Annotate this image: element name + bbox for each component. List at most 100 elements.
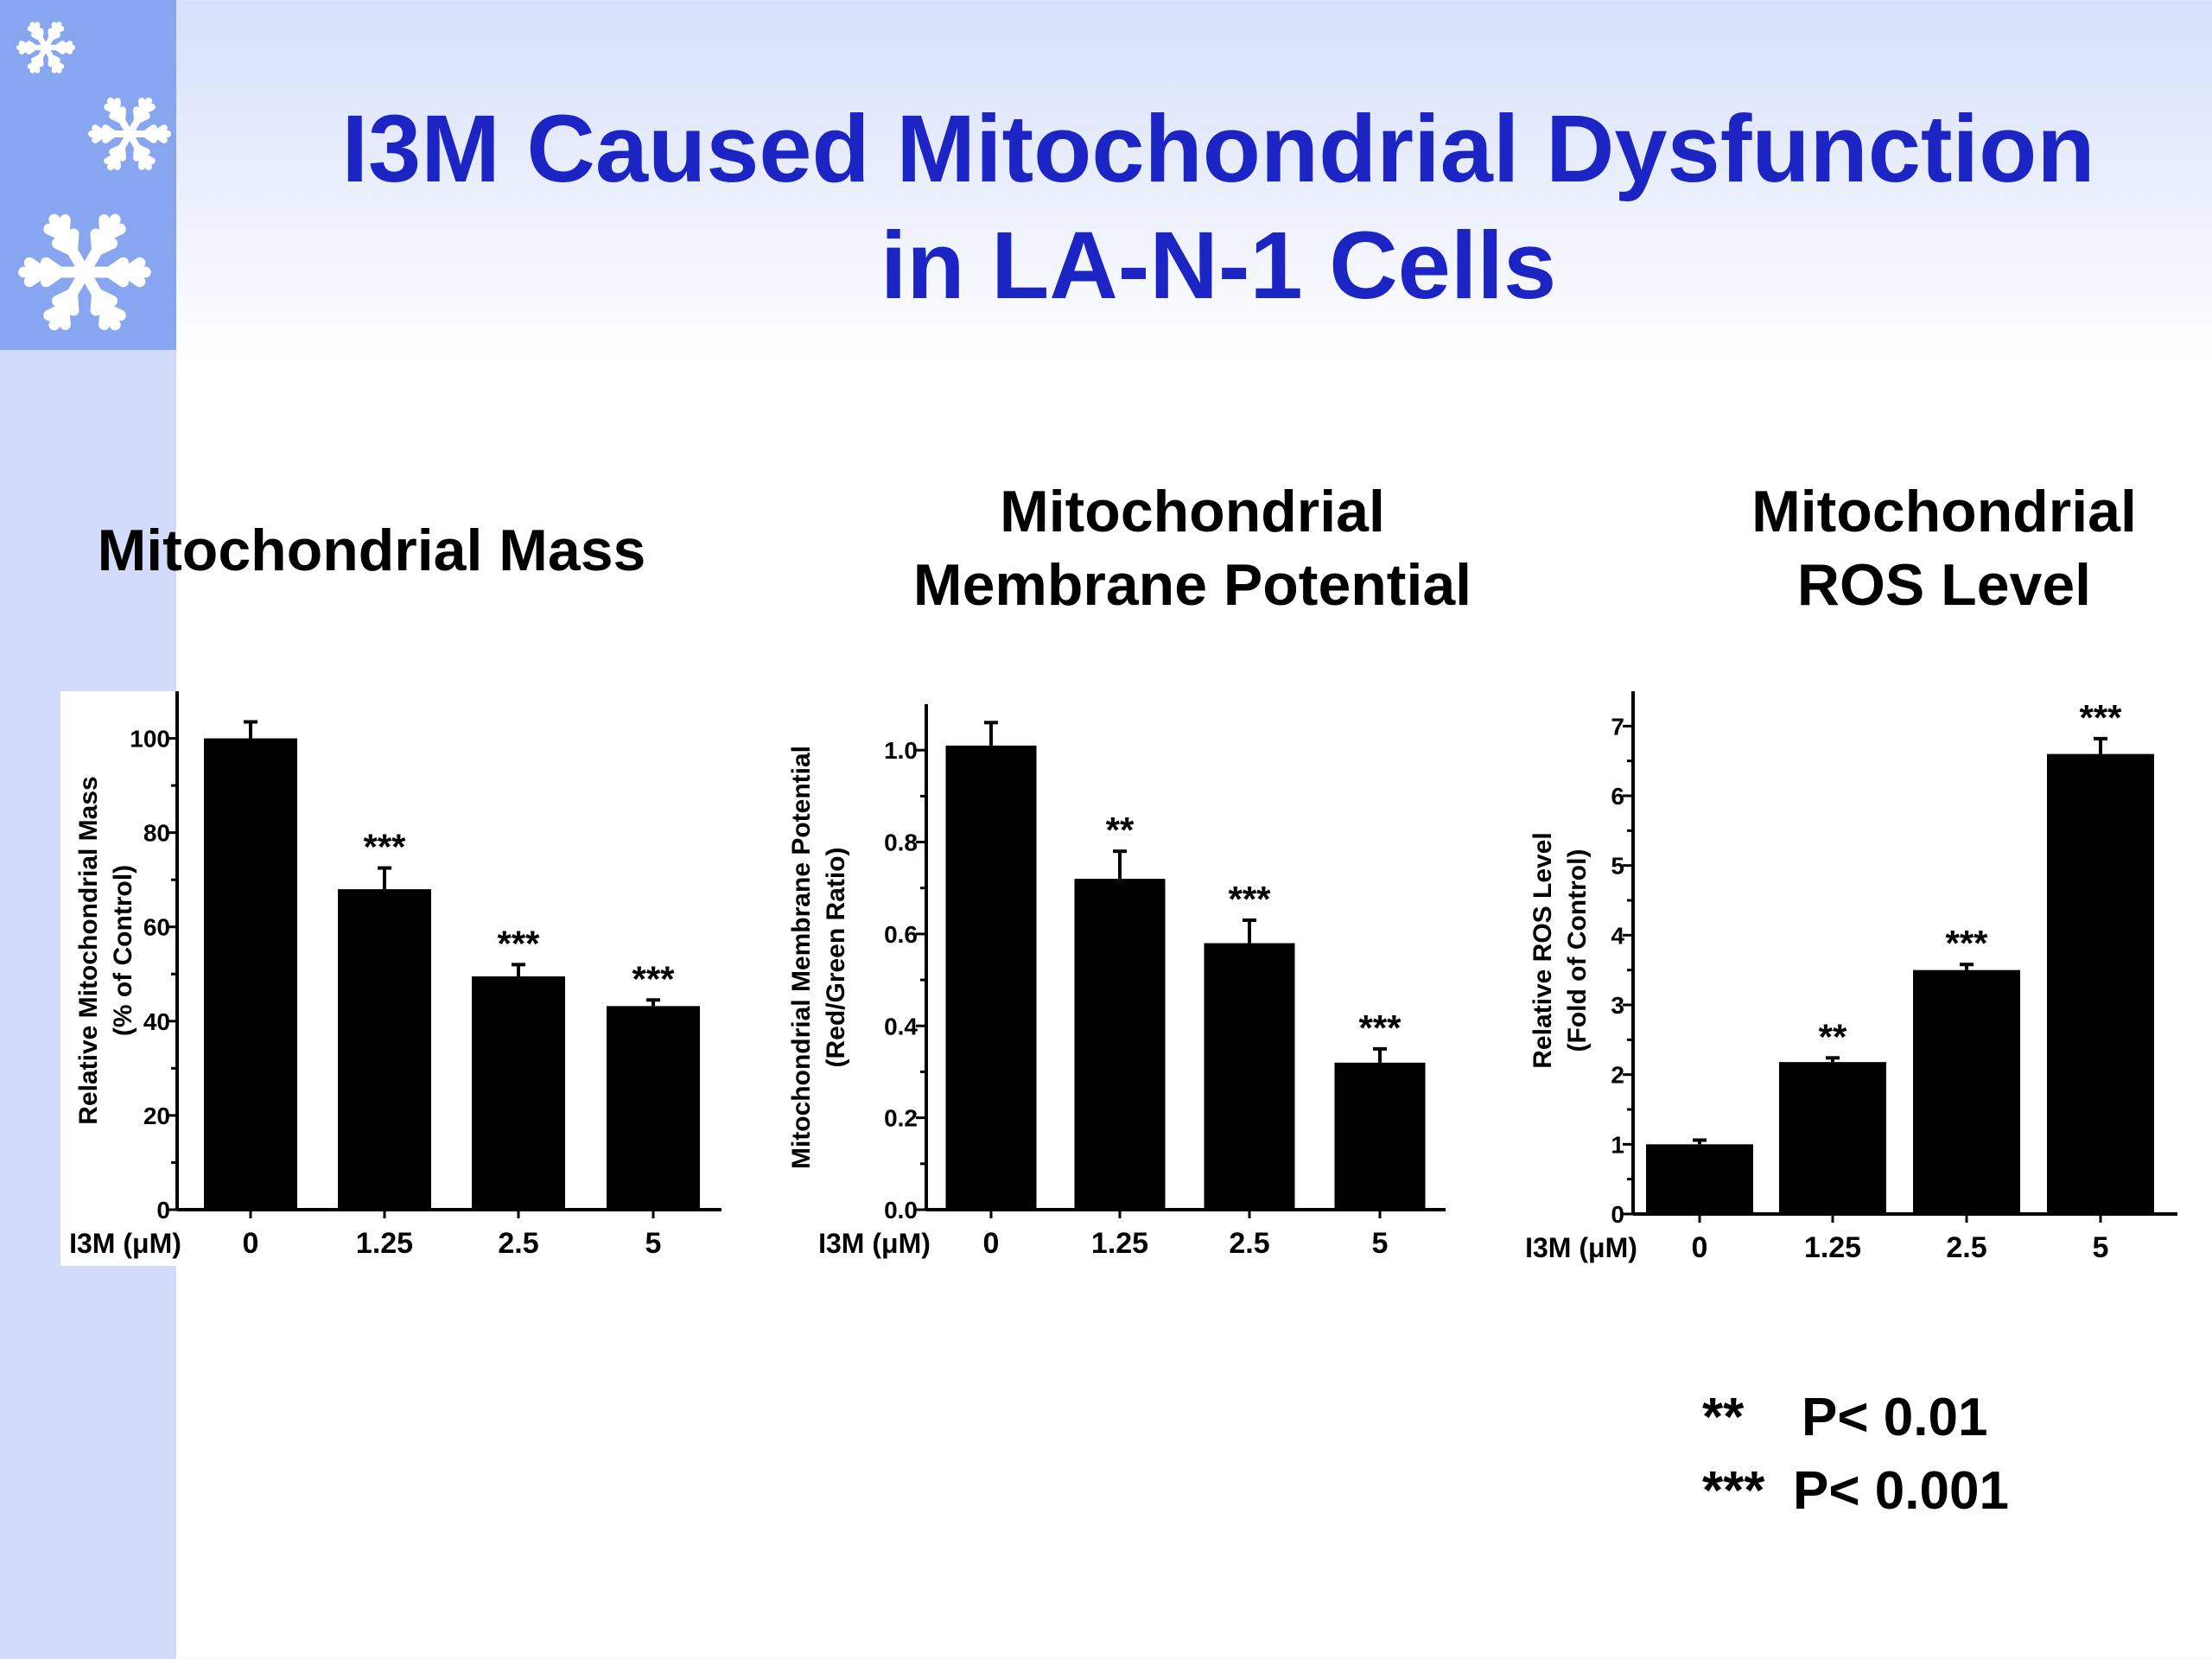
x-axis-prefix: I3M (μM) (818, 1228, 931, 1259)
chart-1-label-backdrop (60, 691, 181, 1266)
x-axis-prefix: I3M (μM) (69, 1228, 181, 1259)
y-axis-title: Mitochondrial Membrane Potential (787, 746, 816, 1169)
snowflake-branch (43, 302, 70, 321)
legend-text: P< 0.01 (1802, 1388, 1988, 1447)
snowflake-branch (23, 257, 49, 278)
title-line-2: in LA-N-1 Cells (880, 213, 1557, 319)
snowflake-branch (48, 32, 61, 41)
snowflake-branch (90, 288, 103, 316)
snowflake-branch (26, 41, 38, 51)
x-tick-label: 0 (243, 1227, 259, 1260)
snowflake-branch (60, 44, 73, 54)
y-tick-label: 6 (1611, 783, 1624, 810)
bar (945, 745, 1037, 1210)
snowflake-branch (138, 153, 146, 170)
snowflake-branch (30, 54, 43, 63)
snowflake-branch (102, 124, 118, 137)
y-axis-subtitle: (Red/Green Ratio) (822, 847, 850, 1067)
significance-marker: ** (1106, 810, 1135, 850)
chart-membrane-potential: 0.0 0.2 0.4 0.6 0.8 1.0 Mitochondrial Membrane… (787, 704, 1446, 1260)
significance-marker: *** (1358, 1007, 1402, 1048)
snowflake-branch (99, 223, 126, 242)
bar (1204, 943, 1295, 1210)
y-tick-label: 0.6 (884, 921, 918, 948)
snowflake-branch (92, 238, 118, 257)
panel-title-line-1: Mitochondrial Mass (97, 518, 646, 583)
snowflake-branch (113, 98, 121, 115)
snowflake-branch (92, 124, 107, 137)
snowflake-branch (120, 266, 146, 288)
x-tick-label: 2.5 (498, 1227, 538, 1260)
y-tick-label: 60 (143, 914, 170, 941)
y-axis-subtitle: (% of Control) (109, 865, 137, 1036)
x-tick-label: 5 (2093, 1231, 2109, 1264)
y-tick-label: 20 (143, 1103, 170, 1129)
snowflake-branch (52, 26, 65, 35)
significance-marker: *** (363, 827, 406, 868)
panel-title-mass: Mitochondrial Mass (35, 514, 709, 588)
y-tick-label: 0 (1611, 1201, 1624, 1228)
snowflake-branch (48, 54, 54, 67)
y-tick-label: 80 (143, 820, 170, 847)
bar (1646, 1144, 1753, 1214)
bar (1074, 879, 1166, 1210)
panel-title-ros-level: Mitochondrial ROS Level (1642, 475, 2212, 622)
snowflake-branch (51, 288, 78, 307)
x-tick-label: 5 (1372, 1227, 1389, 1260)
snowflake-branch (104, 153, 120, 165)
x-tick-label: 1.25 (1804, 1231, 1861, 1264)
y-tick-label: 5 (1611, 853, 1624, 880)
y-axis-subtitle: (Fold of Control) (1563, 849, 1592, 1052)
snowflake-branch (142, 130, 157, 143)
legend-symbol: *** (1702, 1461, 1765, 1521)
y-tick-label: 0.2 (884, 1105, 918, 1132)
y-tick-label: 1 (1611, 1131, 1624, 1158)
y-tick-label: 100 (130, 726, 170, 753)
bar (607, 1006, 700, 1210)
x-tick-label: 0 (983, 1227, 1000, 1260)
snowflake-branch (152, 130, 168, 143)
y-tick-label: 40 (143, 1008, 170, 1035)
y-tick-label: 4 (1611, 922, 1624, 949)
chart-ros-level: 0 1 2 3 4 5 6 7 Relative ROS Level (Fold of Contr… (1525, 691, 2177, 1264)
bar (2047, 753, 2154, 1214)
y-tick-label: 0.8 (884, 830, 918, 856)
title-line-1: I3M Caused Mitochondrial Dysfunction (341, 96, 2095, 202)
bar (1334, 1062, 1426, 1210)
snowflake-icon (18, 213, 151, 331)
x-axis-prefix: I3M (μM) (1525, 1232, 1637, 1263)
snowflake-branch (34, 22, 41, 35)
snowflake-branch (51, 60, 58, 73)
y-tick-label: 7 (1611, 713, 1624, 740)
x-tick-label: 1.25 (1091, 1227, 1148, 1260)
snowflake-icon (16, 22, 75, 73)
snowflake-branch (54, 44, 66, 54)
snowflake-branch (139, 103, 156, 115)
snowflake-branch (27, 60, 40, 69)
y-axis-title: Relative Mitochondrial Mass (74, 776, 103, 1124)
x-tick-label: 2.5 (1229, 1227, 1269, 1260)
y-tick-label: 1.0 (884, 737, 918, 764)
slide-title: I3M Caused Mitochondrial Dysfunction in … (259, 91, 2177, 324)
panel-title-line-2: Membrane Potential (912, 552, 1472, 618)
bar (1779, 1062, 1886, 1214)
y-tick-label: 0.0 (884, 1197, 918, 1224)
y-tick-label: 0 (156, 1197, 170, 1224)
significance-marker: *** (2079, 697, 2122, 738)
y-axis-title: Relative ROS Level (1529, 832, 1557, 1068)
bar (204, 738, 297, 1210)
bar (338, 889, 431, 1210)
panel-title-line-1: Mitochondrial (1000, 479, 1385, 544)
x-tick-label: 1.25 (356, 1227, 413, 1260)
y-tick-label: 3 (1611, 992, 1624, 1019)
legend-symbol: ** (1702, 1388, 1745, 1447)
significance-marker: *** (1228, 879, 1271, 919)
bar (1913, 969, 2020, 1214)
significance-marker: *** (497, 923, 540, 963)
y-tick-label: 2 (1611, 1062, 1624, 1089)
snowflake-branch (104, 266, 130, 288)
snowflake-branch (58, 213, 71, 242)
x-tick-label: 0 (1692, 1231, 1708, 1264)
snowflake-branch (134, 112, 150, 124)
